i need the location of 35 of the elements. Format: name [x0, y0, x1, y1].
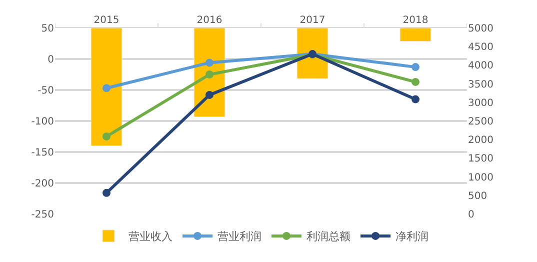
y2-tick-label: 4000	[468, 60, 494, 72]
legend-label: 营业利润	[218, 230, 262, 244]
y2-tick-label: 500	[468, 190, 488, 202]
y2-tick-label: 2000	[468, 135, 494, 146]
point	[102, 84, 110, 92]
y-tick-label: -50	[38, 86, 54, 96]
point	[412, 95, 420, 104]
y2-tick-label: 4500	[468, 42, 494, 54]
point	[102, 188, 110, 197]
y2-tick-label: 1500	[468, 154, 494, 165]
y-tick-label: -150	[31, 148, 54, 158]
x-tick-label: 2016	[196, 15, 222, 26]
point	[412, 63, 420, 72]
y2-tick-label: 2500	[468, 116, 494, 128]
legend-label: 营业收入	[128, 230, 172, 244]
x-tick-label: 2018	[402, 15, 428, 26]
y-tick-label: -250	[31, 210, 54, 220]
point	[206, 58, 214, 67]
x-tick-label: 2017	[300, 15, 326, 26]
point	[206, 70, 214, 78]
y2-tick-label: 0	[468, 210, 474, 220]
point	[412, 78, 420, 86]
y2-tick-label: 3000	[468, 98, 494, 109]
y-tick-label: -200	[31, 178, 54, 190]
y2-tick-label: 1000	[468, 172, 494, 184]
legend-label: 净利润	[396, 230, 428, 244]
y-tick-label: 50	[41, 24, 54, 34]
y2-tick-label: 5000	[468, 24, 494, 34]
point	[102, 132, 110, 140]
y2-tick-label: 3500	[468, 79, 494, 90]
point	[206, 90, 214, 99]
legend-label: 利润总额	[306, 230, 350, 244]
x-tick-label: 2015	[94, 15, 120, 26]
y-tick-label: 0	[48, 54, 54, 66]
y-tick-label: -100	[31, 116, 54, 128]
